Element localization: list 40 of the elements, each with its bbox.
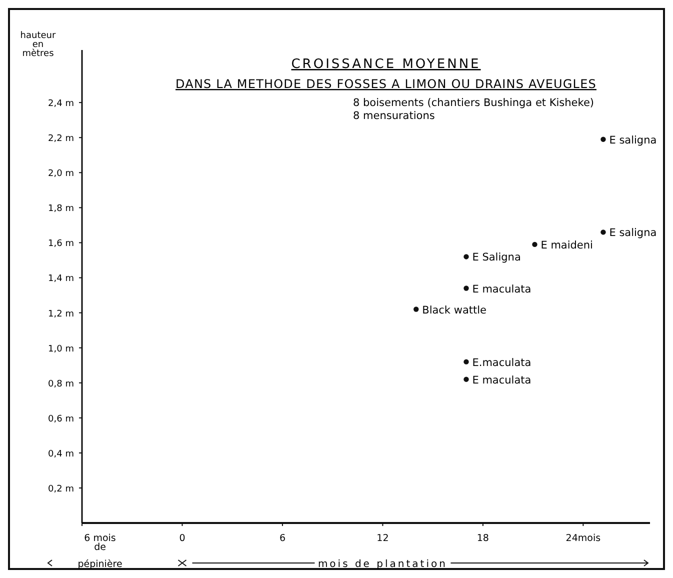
point (414, 306, 419, 312)
point (532, 242, 538, 248)
annotation: Black wattle (422, 304, 487, 316)
x-tick-label: 24mois (566, 533, 601, 544)
y-tick-label: 1,8 m (48, 204, 74, 214)
annotation: E saligna (609, 227, 657, 240)
y-tick-label: 2,2 m (48, 134, 74, 144)
point (464, 359, 469, 364)
annotation: E saligna (609, 134, 657, 146)
point (464, 376, 469, 382)
y-tick-label: 1,2 m (48, 309, 74, 320)
annotation: E maideni (540, 239, 593, 252)
y-tick-label: 0,8 m (48, 379, 74, 390)
annotation: E Saligna (472, 252, 521, 264)
x-tick-label: 18 (476, 533, 489, 544)
y-tick-label: 2,4 m (48, 99, 74, 110)
annotation: E maculata (472, 374, 532, 386)
x-tick-label: 12 (376, 533, 389, 544)
y-axis-title: hauteur en mètres (20, 31, 56, 59)
annotation: 8 mensurations (353, 110, 435, 122)
y-tick-label: 0,4 m (48, 449, 74, 460)
annotation: E.maculata (472, 356, 532, 369)
x-tick-label: 6 mois de pépinière (78, 533, 122, 570)
y-tick-label: 0,6 m (48, 414, 74, 424)
y-tick-label: 1,0 m (48, 344, 74, 354)
y-tick-label: 1,6 m (48, 239, 74, 250)
x-tick-label: 0 (179, 533, 186, 544)
y-tick-label: 2,0 m (48, 169, 74, 180)
point (464, 286, 469, 291)
x-axis-title: mois de plantation (318, 559, 448, 570)
point (464, 254, 469, 260)
y-tick-label: 1,4 m (48, 274, 74, 284)
annotation: E maculata (472, 283, 532, 296)
text: DANS LA METHODE DES FOSSES A LIMON OU DRAINS AVEUGLES (176, 77, 596, 91)
y-tick-label: 0,2 m (48, 484, 74, 494)
x-tick-label: 6 (279, 533, 286, 544)
point (600, 136, 606, 142)
point (600, 230, 606, 235)
annotation: 8 boisements (chantiers Bushinga et Kisheke) (353, 97, 594, 109)
text: CROISSANCE MOYENNE (291, 57, 481, 72)
